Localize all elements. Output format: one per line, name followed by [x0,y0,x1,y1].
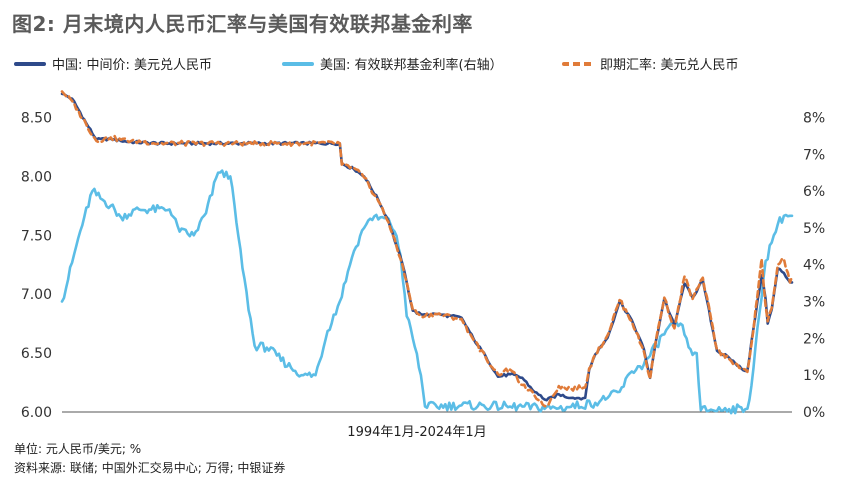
y-right-tick-label: 2% [803,331,825,347]
legend: 中国: 中间价: 美元兑人民币 美国: 有效联邦基金利率(右轴） 即期汇率: 美… [14,54,834,78]
legend-swatch-fed-rate [282,61,314,66]
y-left-tick-label: 6.00 [21,405,52,421]
y-left-tick-label: 6.50 [21,346,52,362]
y-right-tick-label: 3% [803,295,825,311]
y-right-tick-label: 7% [803,147,825,163]
legend-item-fed-rate: 美国: 有效联邦基金利率(右轴） [282,54,503,73]
unit-note: 单位: 元人民币/美元; % [14,442,142,456]
source-note: 资料来源: 联储; 中国外汇交易中心; 万得; 中银证券 [14,461,286,475]
series-line-fed-rate [60,169,794,415]
y-left-tick-label: 8.00 [21,169,52,185]
legend-label-cny-central: 中国: 中间价: 美元兑人民币 [52,58,213,73]
legend-item-cny-central: 中国: 中间价: 美元兑人民币 [14,54,212,73]
y-left-tick-label: 7.00 [21,287,52,303]
y-right-tick-label: 5% [803,221,825,237]
y-left-tick-label: 8.50 [21,110,52,126]
legend-label-spot-rate: 即期汇率: 美元兑人民币 [600,58,739,73]
y-right-tick-label: 4% [803,258,825,274]
legend-swatch-cny-central [14,61,46,66]
series-line-spot-rate [60,90,794,408]
y-right-tick-label: 0% [803,405,825,421]
y-right-tick-label: 6% [803,184,825,200]
y-right-tick-label: 1% [803,368,825,384]
y-left-tick-label: 7.50 [21,228,52,244]
legend-label-fed-rate: 美国: 有效联邦基金利率(右轴） [320,58,503,73]
y-right-tick-label: 8% [803,110,825,126]
x-axis-label: 1994年1月-2024年1月 [347,425,486,440]
chart-title: 图2: 月末境内人民币汇率与美国有效联邦基金利率 [12,12,473,36]
legend-swatch-spot-rate [562,61,594,66]
legend-item-spot-rate: 即期汇率: 美元兑人民币 [562,54,739,73]
series-line-cny-central [60,92,794,402]
